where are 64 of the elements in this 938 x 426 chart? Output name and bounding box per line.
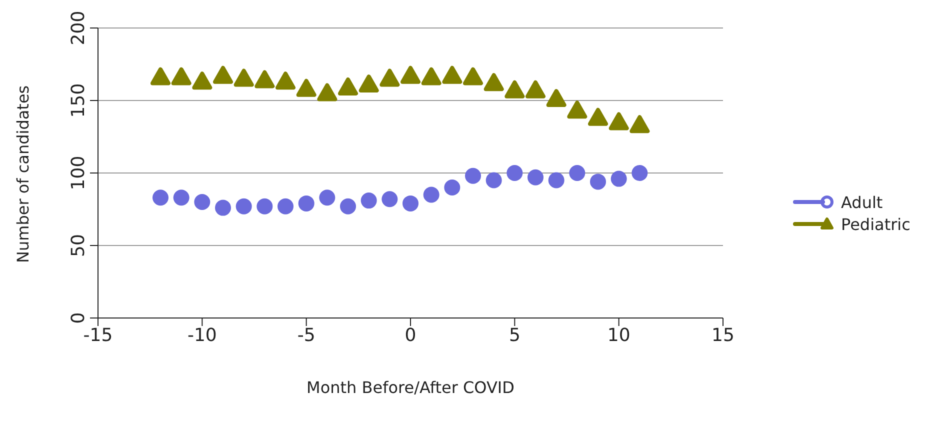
- point: [215, 200, 231, 216]
- point: [340, 198, 356, 214]
- point: [234, 68, 254, 87]
- point: [380, 68, 400, 87]
- legend-label: Pediatric: [841, 214, 910, 234]
- x-tick-label: 5: [508, 324, 520, 346]
- point: [463, 67, 483, 86]
- x-tick-label: 15: [712, 324, 734, 346]
- point: [610, 170, 627, 187]
- point: [504, 80, 525, 98]
- point: [632, 165, 648, 181]
- point: [276, 72, 296, 90]
- point: [548, 172, 564, 188]
- point: [296, 78, 316, 97]
- point: [442, 66, 462, 84]
- point: [590, 174, 606, 190]
- point: [317, 83, 338, 102]
- x-tick-label: -5: [297, 324, 316, 346]
- point: [194, 194, 210, 210]
- x-tick-label: -15: [83, 324, 113, 346]
- x-tick-label: 10: [607, 324, 630, 346]
- point: [402, 195, 418, 212]
- point: [319, 190, 336, 206]
- point: [400, 66, 420, 84]
- point: [213, 66, 233, 84]
- point: [588, 108, 608, 126]
- point: [506, 165, 523, 181]
- point: [630, 115, 650, 134]
- point: [569, 165, 586, 181]
- point: [360, 192, 377, 209]
- point: [254, 70, 275, 88]
- y-tick-label: 150: [68, 83, 89, 118]
- point: [256, 198, 273, 214]
- point: [338, 77, 358, 96]
- x-axis-title: Month Before/After COVID: [306, 378, 514, 397]
- y-tick-label: 200: [68, 10, 89, 46]
- point: [526, 80, 546, 98]
- x-tick-label: -10: [187, 324, 217, 346]
- point: [150, 67, 170, 86]
- y-tick-label: 0: [68, 312, 89, 324]
- point: [173, 190, 190, 206]
- point: [171, 67, 192, 86]
- point: [465, 168, 481, 184]
- point: [382, 191, 398, 208]
- point: [567, 100, 588, 119]
- y-tick-label: 100: [68, 156, 89, 190]
- point: [358, 74, 379, 93]
- legend-label: Adult: [841, 192, 883, 212]
- y-tick-label: 50: [68, 234, 89, 257]
- point: [421, 67, 442, 86]
- point: [423, 186, 440, 203]
- point: [192, 72, 212, 90]
- x-tick-label: 0: [404, 324, 416, 346]
- point: [236, 198, 252, 214]
- point: [528, 169, 544, 186]
- point: [486, 172, 502, 188]
- point: [444, 180, 460, 196]
- point: [546, 89, 566, 108]
- point: [484, 73, 504, 92]
- point: [298, 195, 314, 212]
- point: [152, 190, 168, 206]
- point: [608, 112, 629, 130]
- y-axis-title: Number of candidates: [14, 85, 33, 263]
- point: [278, 198, 294, 214]
